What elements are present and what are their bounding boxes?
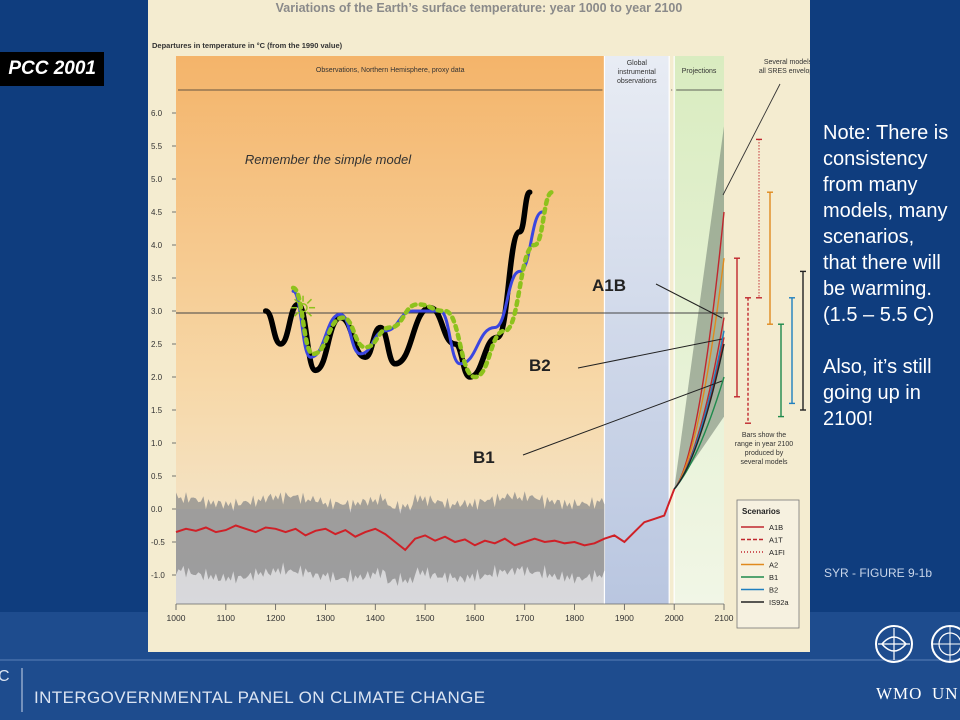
x-tick-label: 1400 bbox=[366, 613, 385, 623]
x-tick-label: 1800 bbox=[565, 613, 584, 623]
note-line: Note: There is bbox=[823, 122, 949, 144]
wmo-logo-text: WMO bbox=[876, 684, 923, 703]
y-tick-label: 2.5 bbox=[151, 340, 163, 349]
footer-abbreviation: C bbox=[0, 668, 10, 685]
note-line: models, many bbox=[823, 200, 948, 222]
y-tick-label: 4.0 bbox=[151, 241, 163, 250]
section-label-instrumental: Global bbox=[627, 60, 648, 67]
envelope-pointer bbox=[722, 83, 781, 196]
y-tick-label: 1.0 bbox=[151, 439, 163, 448]
legend-label: IS92a bbox=[769, 598, 789, 607]
figure-id: SYR - FIGURE 9-1b bbox=[824, 566, 933, 580]
x-tick-label: 1600 bbox=[465, 613, 484, 623]
note-line: Also, it’s still bbox=[823, 356, 932, 378]
sun-doodle-icon bbox=[298, 302, 308, 313]
y-tick-label: 1.5 bbox=[151, 406, 163, 415]
y-tick-label: 3.0 bbox=[151, 307, 163, 316]
label-b1: B1 bbox=[473, 448, 495, 467]
temperature-chart: 6.0 5.5 5.0 4.5 4.0 3.5 3.0 2.5 2.0 1.5 1.0 0.5 0.0 -… bbox=[151, 1, 810, 629]
wmo-emblem-icon bbox=[875, 625, 913, 663]
x-tick-label: 1700 bbox=[515, 613, 534, 623]
note-line: 2100! bbox=[823, 408, 874, 430]
chart-title: Variations of the Earth’s surface temper… bbox=[276, 1, 683, 15]
ipcc-2001-badge: PCC 2001 bbox=[0, 52, 104, 86]
bars-annotation: range in year 2100 bbox=[735, 441, 793, 448]
y-tick-label: 6.0 bbox=[151, 109, 163, 118]
label-a1b: A1B bbox=[592, 276, 626, 295]
bars-annotation: Bars show the bbox=[742, 432, 786, 439]
section-label-projections: Projections bbox=[682, 68, 717, 75]
y-tick-label: 4.5 bbox=[151, 208, 163, 217]
sun-ray bbox=[294, 298, 300, 304]
y-tick-label: 5.5 bbox=[151, 142, 163, 151]
observations-line bbox=[175, 488, 676, 552]
x-tick-label: 1200 bbox=[266, 613, 285, 623]
y-tick-label: 2.0 bbox=[151, 373, 163, 382]
section-label-instrumental: instrumental bbox=[618, 69, 657, 76]
x-tick-label: 1000 bbox=[167, 613, 186, 623]
y-tick-label: -1.0 bbox=[151, 571, 165, 580]
note-line: that there will bbox=[823, 252, 941, 274]
x-tick-label: 1100 bbox=[217, 613, 236, 623]
x-tick-label: 1300 bbox=[316, 613, 335, 623]
y-tick-label: 0.0 bbox=[151, 505, 163, 514]
simple-model-blue bbox=[291, 210, 544, 366]
b1-pointer bbox=[522, 380, 723, 456]
note-line: scenarios, bbox=[823, 226, 915, 248]
bars-annotation: produced by bbox=[745, 450, 784, 457]
legend-label: A1B bbox=[769, 523, 783, 532]
note-line: consistency bbox=[823, 148, 928, 170]
section-label-instrumental: observations bbox=[617, 78, 657, 85]
note-text: Note: There is consistency from many mod… bbox=[823, 120, 960, 432]
x-tick-label: 2000 bbox=[665, 613, 684, 623]
x-tick-label: 2100 bbox=[715, 613, 734, 623]
section-label-proxy: Observations, Northern Hemisphere, proxy… bbox=[316, 67, 465, 74]
y-tick-label: 5.0 bbox=[151, 175, 163, 184]
legend-label: B2 bbox=[769, 586, 778, 595]
label-b2: B2 bbox=[529, 356, 551, 375]
legend-label: A1T bbox=[769, 536, 783, 545]
b2-pointer bbox=[577, 338, 723, 369]
note-line: going up in bbox=[823, 382, 921, 404]
bars-annotation: several models bbox=[740, 459, 788, 466]
footer-org-name: INTERGOVERNMENTAL PANEL ON CLIMATE CHANG… bbox=[34, 688, 486, 707]
legend-title: Scenarios bbox=[742, 507, 781, 516]
sun-ray bbox=[294, 311, 300, 317]
note-line: be warming. bbox=[823, 278, 932, 300]
y-tick-label: 0.5 bbox=[151, 472, 163, 481]
sun-ray bbox=[306, 311, 313, 317]
legend-label: A1FI bbox=[769, 548, 785, 557]
un-logo-text: UN bbox=[932, 684, 959, 703]
envelope-annotation: Several models bbox=[764, 59, 810, 66]
sun-ray bbox=[306, 298, 313, 304]
y-tick-label: -0.5 bbox=[151, 538, 165, 547]
projection-line-is92a bbox=[673, 343, 725, 490]
y-tick-label: 3.5 bbox=[151, 274, 163, 283]
envelope-annotation: all SRES envelope bbox=[759, 68, 810, 75]
legend-label: B1 bbox=[769, 573, 778, 582]
a1b-pointer bbox=[655, 283, 723, 319]
instrumental-region bbox=[604, 56, 670, 604]
y-axis-label: Departures in temperature in °C (from th… bbox=[152, 41, 343, 50]
un-emblem-icon bbox=[931, 625, 960, 663]
remember-annotation: Remember the simple model bbox=[245, 152, 412, 167]
legend-label: A2 bbox=[769, 561, 778, 570]
note-line: from many bbox=[823, 174, 918, 196]
note-line: (1.5 – 5.5 C) bbox=[823, 304, 935, 326]
scenario-legend: Scenarios A1B A1T A1FI A2 B1 B2 IS92a bbox=[736, 499, 800, 629]
simple-model-green bbox=[290, 189, 555, 380]
x-tick-label: 1500 bbox=[416, 613, 435, 623]
x-tick-label: 1900 bbox=[615, 613, 634, 623]
